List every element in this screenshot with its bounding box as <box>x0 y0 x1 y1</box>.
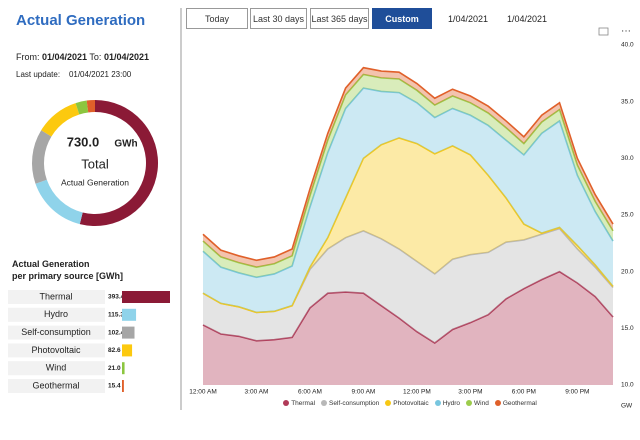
range-button[interactable]: Last 365 days <box>310 8 369 29</box>
row-label-box <box>8 361 105 376</box>
date-range: From: 01/04/2021 To: 01/04/2021 <box>16 52 149 62</box>
x-tick-label: 12:00 PM <box>403 389 431 396</box>
row-label: Self-consumption <box>21 327 91 337</box>
donut-slice <box>75 100 89 115</box>
y-tick-label: 40.0 <box>621 42 634 49</box>
bar-title: Actual Generation per primary source [GW… <box>12 259 124 281</box>
row-label: Wind <box>46 363 67 373</box>
y-tick-label: 25.0 <box>621 212 634 219</box>
legend-label: Geothermal <box>502 400 537 407</box>
y-tick-label: 15.0 <box>621 325 634 332</box>
legend-marker <box>466 400 473 407</box>
legend-item[interactable]: Hydro <box>434 400 461 407</box>
y-unit: GW <box>621 403 633 410</box>
legend-marker <box>283 400 290 407</box>
legend-marker <box>321 400 328 407</box>
bar <box>122 344 133 357</box>
legend-label: Hydro <box>442 400 461 407</box>
bar <box>122 362 125 375</box>
area-line <box>202 66 614 262</box>
end-date[interactable]: 1/04/2021 <box>507 14 548 24</box>
bar <box>122 380 124 392</box>
area-line <box>202 137 614 314</box>
bar <box>122 308 137 321</box>
x-tick-label: 9:00 PM <box>565 389 589 396</box>
donut-total: 730.0 <box>67 134 100 149</box>
area-line <box>202 87 614 279</box>
more-icon[interactable]: ··· <box>621 26 631 37</box>
row-label: Thermal <box>39 291 72 301</box>
row-label-box <box>8 307 105 322</box>
row-label-box <box>8 343 105 358</box>
value-label: 21.0 <box>108 365 121 372</box>
donut-slice <box>79 100 159 226</box>
y-tick-label: 10.0 <box>621 382 634 389</box>
x-tick-label: 3:00 AM <box>245 389 269 396</box>
legend-item[interactable]: Geothermal <box>494 400 537 407</box>
row-label-box <box>8 290 105 304</box>
value-label: 115.3 <box>108 312 124 319</box>
last-update-value: 01/04/2021 23:00 <box>68 70 132 79</box>
x-tick-label: 6:00 PM <box>512 389 536 396</box>
area-line <box>202 73 614 268</box>
start-date[interactable]: 1/04/2021 <box>448 14 489 24</box>
area <box>203 137 613 313</box>
donut-sublabel: Actual Generation <box>61 177 129 187</box>
area <box>203 271 613 385</box>
legend-item[interactable]: Self-consumption <box>321 400 379 407</box>
donut-slice <box>31 130 52 184</box>
bar <box>122 326 135 339</box>
legend-marker <box>494 400 501 407</box>
x-tick-label: 3:00 PM <box>458 389 482 396</box>
legend-marker <box>434 400 441 407</box>
y-tick-label: 35.0 <box>621 98 634 105</box>
last-update-label: Last update: <box>16 70 61 79</box>
value-label: 393.4 <box>108 294 125 301</box>
donut-unit: GWh <box>114 139 137 150</box>
legend-label: Self-consumption <box>329 400 380 407</box>
area-line <box>202 270 614 345</box>
to-label: To: <box>89 52 102 62</box>
row-label: Photovoltaic <box>31 345 81 355</box>
y-tick-label: 30.0 <box>621 155 634 162</box>
legend-label: Photovoltaic <box>393 400 429 407</box>
last-update: Last update: 01/04/2021 23:00 <box>16 70 131 79</box>
x-tick-label: 9:00 AM <box>352 389 376 396</box>
legend-item[interactable]: Thermal <box>283 400 315 407</box>
from-date: 01/04/2021 <box>42 52 88 62</box>
bar <box>122 291 170 303</box>
to-date: 01/04/2021 <box>103 52 149 62</box>
expand-icon[interactable] <box>598 27 609 36</box>
legend: Thermal Self-consumption Photovoltaic Hydro… <box>190 400 630 407</box>
legend-marker <box>385 400 392 407</box>
x-tick-label: 12:00 AM <box>189 389 216 396</box>
legend-label: Thermal <box>291 400 316 407</box>
panel-title: Actual Generation <box>16 12 146 29</box>
value-label: 102.4 <box>108 329 125 336</box>
donut-slice <box>86 99 95 113</box>
y-tick-label: 20.0 <box>621 268 634 275</box>
row-label-box <box>8 325 105 340</box>
value-label: 82.6 <box>108 347 121 354</box>
row-label: Hydro <box>44 309 68 319</box>
legend-label: Wind <box>474 400 489 407</box>
donut-label: Total <box>81 156 109 171</box>
area <box>203 228 613 344</box>
range-button[interactable]: Today <box>186 8 248 29</box>
x-tick-label: 6:00 AM <box>298 389 322 396</box>
range-button[interactable]: Last 30 days <box>250 8 307 29</box>
legend-item[interactable]: Photovoltaic <box>385 400 429 407</box>
legend-item[interactable]: Wind <box>466 400 489 407</box>
donut-slice <box>35 179 83 225</box>
donut-slice <box>41 103 80 137</box>
from-label: From: <box>16 52 40 62</box>
range-button[interactable]: Custom range <box>372 8 432 45</box>
value-label: 15.4 <box>108 383 121 390</box>
row-label-box <box>8 379 105 393</box>
row-label: Geothermal <box>32 380 79 390</box>
